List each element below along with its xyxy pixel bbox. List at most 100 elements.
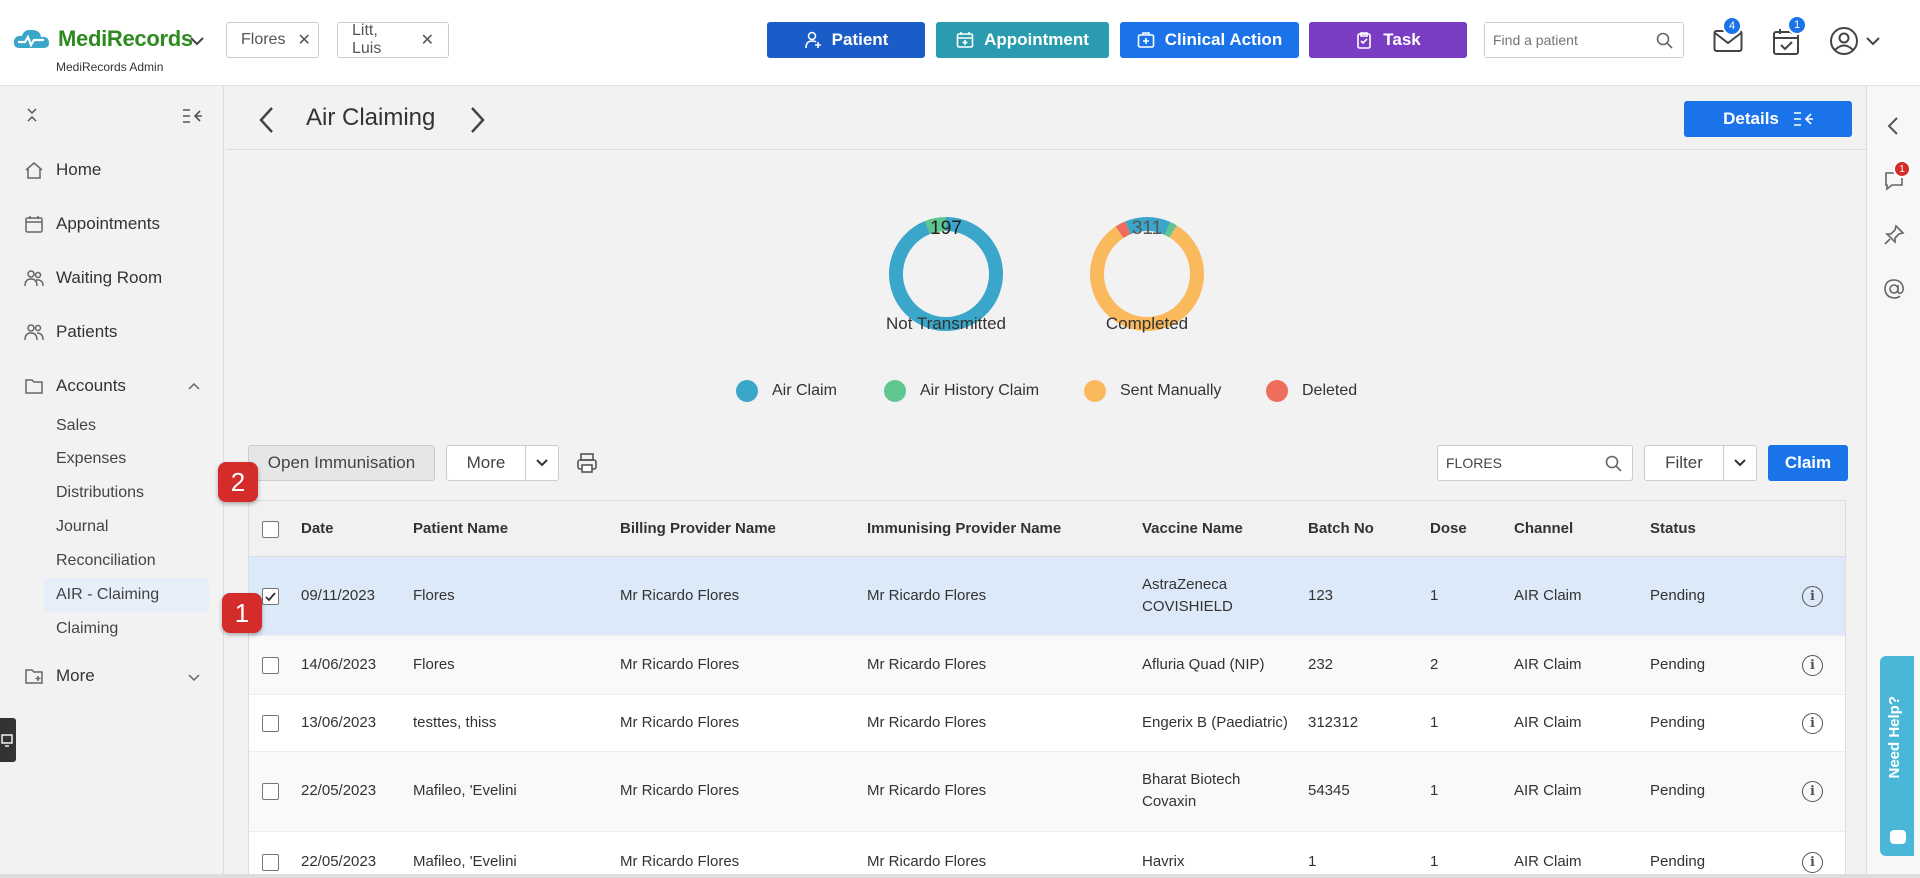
need-help-tab[interactable]: Need Help?: [1880, 656, 1914, 856]
panel-collapse-icon: [1793, 112, 1813, 126]
tasks-count-badge: 1: [1787, 15, 1807, 35]
chevron-down-icon[interactable]: [188, 674, 200, 682]
donut-slice-deleted[interactable]: [1115, 221, 1131, 239]
claim-button[interactable]: Claim: [1768, 445, 1848, 481]
sidebar-item-patients[interactable]: Patients: [24, 322, 117, 342]
filter-dropdown[interactable]: Filter: [1644, 445, 1757, 481]
open-immunisation-button[interactable]: Open Immunisation: [248, 445, 435, 481]
clinical-action-button[interactable]: Clinical Action: [1120, 22, 1299, 58]
chevron-left-icon[interactable]: [1887, 116, 1899, 136]
column-header-vaccine-name[interactable]: Vaccine Name: [1142, 520, 1243, 537]
cell-billing-provider: Mr Ricardo Flores: [620, 782, 740, 799]
column-header-batch-no[interactable]: Batch No: [1308, 520, 1374, 537]
legend-air-claim[interactable]: Air Claim: [736, 380, 837, 402]
close-icon[interactable]: ✕: [297, 32, 311, 49]
donut-slice-air-history-claim[interactable]: [925, 217, 947, 235]
chevron-down-icon[interactable]: [1734, 459, 1746, 467]
sidebar-item-home[interactable]: Home: [24, 160, 101, 180]
sidebar-toggle-icon[interactable]: [182, 108, 202, 124]
collapse-all-icon[interactable]: [26, 108, 38, 122]
legend-deleted[interactable]: Deleted: [1266, 380, 1357, 402]
column-header-channel[interactable]: Channel: [1514, 520, 1574, 537]
sidebar-item-accounts[interactable]: Accounts: [24, 376, 126, 396]
patient-search-input[interactable]: [1485, 23, 1645, 57]
table-row[interactable]: 22/05/2023 Mafileo, 'Evelini Mr Ricardo …: [249, 832, 1845, 877]
legend-label: Air Claim: [772, 382, 837, 399]
sidebar-item-reconciliation[interactable]: Reconciliation: [56, 552, 156, 569]
need-help-label: Need Help?: [1886, 696, 1903, 779]
patient-tab-litt-luis[interactable]: Litt, Luis ✕: [337, 22, 449, 58]
row-checkbox[interactable]: [262, 588, 279, 605]
column-header-dose[interactable]: Dose: [1430, 520, 1467, 537]
details-button[interactable]: Details: [1684, 101, 1852, 137]
chat-bubble-icon: [1890, 830, 1906, 844]
more-dropdown[interactable]: More: [446, 445, 559, 481]
sidebar-item-appointments[interactable]: Appointments: [24, 214, 160, 234]
info-icon[interactable]: i: [1802, 713, 1823, 734]
table-row[interactable]: 13/06/2023 testtes, thiss Mr Ricardo Flo…: [249, 695, 1845, 752]
sidebar-item-journal[interactable]: Journal: [56, 518, 109, 535]
appointment-button[interactable]: Appointment: [936, 22, 1109, 58]
column-header-patient-name[interactable]: Patient Name: [413, 520, 509, 537]
info-icon[interactable]: i: [1802, 586, 1823, 607]
table-search-input[interactable]: [1438, 446, 1588, 480]
row-checkbox[interactable]: [262, 715, 279, 732]
sidebar-item-waiting-room[interactable]: Waiting Room: [24, 268, 162, 288]
chevron-up-icon[interactable]: [188, 382, 200, 390]
donut-slice-sent-manually[interactable]: [1090, 225, 1204, 331]
row-checkbox[interactable]: [262, 783, 279, 800]
table-row[interactable]: 09/11/2023 Flores Mr Ricardo Flores Mr R…: [249, 557, 1845, 636]
search-icon[interactable]: [1605, 455, 1622, 472]
donut-slice-air-claim[interactable]: [889, 217, 1003, 331]
chevron-down-icon[interactable]: [1866, 36, 1880, 46]
info-icon[interactable]: i: [1802, 781, 1823, 802]
calendar-check-icon[interactable]: [1772, 28, 1800, 56]
table-search[interactable]: [1437, 445, 1633, 481]
search-icon[interactable]: [1656, 32, 1673, 49]
sidebar-item-claiming[interactable]: Claiming: [56, 620, 119, 637]
column-header-billing-provider[interactable]: Billing Provider Name: [620, 520, 776, 537]
cell-vaccine-line2: COVISHIELD: [1142, 598, 1233, 615]
donut-slice-air-history-claim[interactable]: [1164, 222, 1177, 238]
table-row[interactable]: 14/06/2023 Flores Mr Ricardo Flores Mr R…: [249, 636, 1845, 695]
column-header-immunising-provider[interactable]: Immunising Provider Name: [867, 520, 1062, 537]
sidebar-item-label: Accounts: [56, 376, 126, 395]
patient-search[interactable]: [1484, 22, 1684, 58]
select-all-checkbox[interactable]: [262, 521, 279, 538]
table-row[interactable]: 22/05/2023 Mafileo, 'Evelini Mr Ricardo …: [249, 752, 1845, 832]
patient-button-label: Patient: [831, 30, 889, 49]
sidebar-item-sales[interactable]: Sales: [56, 417, 97, 434]
side-handle-tab[interactable]: [0, 718, 16, 762]
patient-button[interactable]: Patient: [767, 22, 925, 58]
legend-air-history-claim[interactable]: Air History Claim: [884, 380, 1039, 402]
chat-count-badge: 1: [1893, 160, 1911, 178]
cell-dose: 1: [1430, 853, 1439, 870]
patient-tab-flores[interactable]: Flores ✕: [226, 22, 319, 58]
info-icon[interactable]: i: [1802, 655, 1823, 676]
donut-slice-air-claim[interactable]: [1125, 217, 1171, 235]
print-icon[interactable]: [576, 452, 598, 474]
mention-icon[interactable]: [1883, 278, 1905, 300]
back-arrow-icon[interactable]: [258, 106, 274, 134]
row-checkbox[interactable]: [262, 854, 279, 871]
cell-patient: Mafileo, 'Evelini: [413, 782, 517, 799]
chevron-down-icon[interactable]: [536, 459, 548, 467]
pin-icon[interactable]: [1883, 224, 1905, 246]
cell-date: 22/05/2023: [301, 853, 377, 870]
row-checkbox[interactable]: [262, 657, 279, 674]
task-button[interactable]: Task: [1309, 22, 1467, 58]
column-header-date[interactable]: Date: [301, 520, 334, 537]
sidebar-item-expenses[interactable]: Expenses: [56, 450, 127, 467]
chevron-down-icon[interactable]: [190, 36, 204, 46]
close-icon[interactable]: ✕: [420, 32, 434, 49]
page-title: Air Claiming: [306, 104, 436, 131]
column-header-status[interactable]: Status: [1650, 520, 1696, 537]
sidebar-item-distributions[interactable]: Distributions: [56, 484, 145, 501]
sidebar-item-air-claiming[interactable]: AIR - Claiming: [56, 586, 160, 603]
info-icon[interactable]: i: [1802, 852, 1823, 873]
forward-arrow-icon[interactable]: [470, 106, 486, 134]
user-avatar-icon[interactable]: [1829, 26, 1859, 56]
legend-sent-manually[interactable]: Sent Manually: [1084, 380, 1221, 402]
app-logo[interactable]: MediRecords: [12, 26, 193, 52]
sidebar-item-more[interactable]: More: [24, 666, 95, 686]
